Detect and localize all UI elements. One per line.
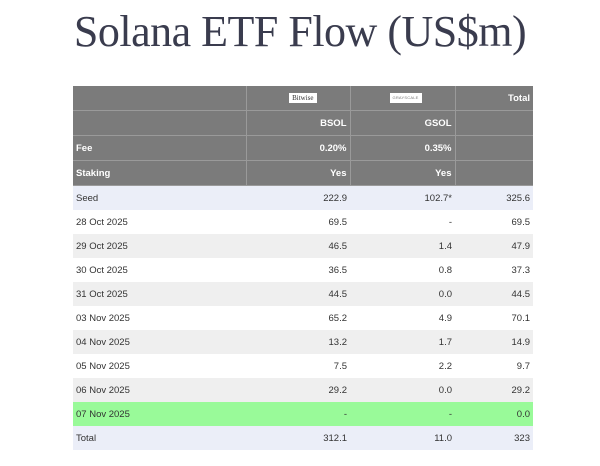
gsol-value: 2.2: [350, 354, 455, 378]
row-label: 03 Nov 2025: [73, 306, 246, 330]
row-label: 05 Nov 2025: [73, 354, 246, 378]
total-value: 29.2: [455, 378, 533, 402]
total-value: 9.7: [455, 354, 533, 378]
total-value: 37.3: [455, 258, 533, 282]
gsol-value: 1.7: [350, 330, 455, 354]
total-value: 323: [455, 426, 533, 450]
table-row-seed: Seed 222.9 102.7* 325.6: [73, 185, 533, 210]
gsol-value: 1.4: [350, 234, 455, 258]
bsol-value: 36.5: [246, 258, 350, 282]
row-label: 29 Oct 2025: [73, 234, 246, 258]
row-label: 30 Oct 2025: [73, 258, 246, 282]
row-label: 06 Nov 2025: [73, 378, 246, 402]
table-row: 04 Nov 2025 13.2 1.7 14.9: [73, 330, 533, 354]
table-row: 29 Oct 2025 46.5 1.4 47.9: [73, 234, 533, 258]
bitwise-logo-icon: Bitwise: [289, 92, 317, 103]
gsol-value: 0.0: [350, 282, 455, 306]
total-value: 14.9: [455, 330, 533, 354]
row-label: Seed: [73, 185, 246, 210]
row-label: 07 Nov 2025: [73, 402, 246, 426]
row-label: Total: [73, 426, 246, 450]
header-empty-cell: [455, 110, 533, 136]
grayscale-logo-icon: GRAYSCALE: [389, 92, 422, 103]
gsol-value: -: [350, 210, 455, 234]
gsol-value: -: [350, 402, 455, 426]
staking-row: Staking Yes Yes: [73, 160, 533, 186]
header-empty-cell: [73, 110, 247, 136]
ticker-gsol: GSOL: [350, 110, 456, 136]
table-row: 06 Nov 2025 29.2 0.0 29.2: [73, 378, 533, 402]
total-value: 0.0: [455, 402, 533, 426]
fee-gsol: 0.35%: [350, 135, 456, 161]
gsol-value: 0.0: [350, 378, 455, 402]
bsol-value: 222.9: [246, 185, 350, 210]
total-value: 325.6: [455, 185, 533, 210]
bsol-value: -: [246, 402, 350, 426]
ticker-bsol: BSOL: [246, 110, 351, 136]
fee-label: Fee: [73, 135, 247, 161]
header-empty-cell: [455, 160, 533, 186]
bitwise-logo-cell: Bitwise: [246, 86, 351, 111]
total-value: 47.9: [455, 234, 533, 258]
header-empty-cell: [73, 86, 247, 111]
total-value: 70.1: [455, 306, 533, 330]
row-label: 04 Nov 2025: [73, 330, 246, 354]
issuer-logo-row: Bitwise GRAYSCALE Total: [73, 86, 533, 111]
table-row-highlighted: 07 Nov 2025 - - 0.0: [73, 402, 533, 426]
bsol-value: 44.5: [246, 282, 350, 306]
bsol-value: 312.1: [246, 426, 350, 450]
total-value: 69.5: [455, 210, 533, 234]
grayscale-logo-cell: GRAYSCALE: [350, 86, 456, 111]
table-row: 28 Oct 2025 69.5 - 69.5: [73, 210, 533, 234]
staking-bsol: Yes: [246, 160, 351, 186]
etf-flow-table: Bitwise GRAYSCALE Total BSOL GSOL Fee 0.…: [73, 86, 533, 450]
total-header: Total: [455, 86, 533, 111]
table-row-total: Total 312.1 11.0 323: [73, 426, 533, 450]
gsol-value: 0.8: [350, 258, 455, 282]
staking-label: Staking: [73, 160, 247, 186]
gsol-value: 102.7*: [350, 185, 455, 210]
bsol-value: 29.2: [246, 378, 350, 402]
gsol-value: 4.9: [350, 306, 455, 330]
bsol-value: 7.5: [246, 354, 350, 378]
bsol-value: 46.5: [246, 234, 350, 258]
gsol-value: 11.0: [350, 426, 455, 450]
total-value: 44.5: [455, 282, 533, 306]
row-label: 31 Oct 2025: [73, 282, 246, 306]
page-title: Solana ETF Flow (US$m): [73, 7, 527, 56]
fee-bsol: 0.20%: [246, 135, 351, 161]
fee-row: Fee 0.20% 0.35%: [73, 135, 533, 161]
bsol-value: 65.2: [246, 306, 350, 330]
bsol-value: 69.5: [246, 210, 350, 234]
table-row: 05 Nov 2025 7.5 2.2 9.7: [73, 354, 533, 378]
bsol-value: 13.2: [246, 330, 350, 354]
staking-gsol: Yes: [350, 160, 456, 186]
table-row: 30 Oct 2025 36.5 0.8 37.3: [73, 258, 533, 282]
header-empty-cell: [455, 135, 533, 161]
ticker-row: BSOL GSOL: [73, 110, 533, 136]
row-label: 28 Oct 2025: [73, 210, 246, 234]
table-row: 03 Nov 2025 65.2 4.9 70.1: [73, 306, 533, 330]
table-row: 31 Oct 2025 44.5 0.0 44.5: [73, 282, 533, 306]
